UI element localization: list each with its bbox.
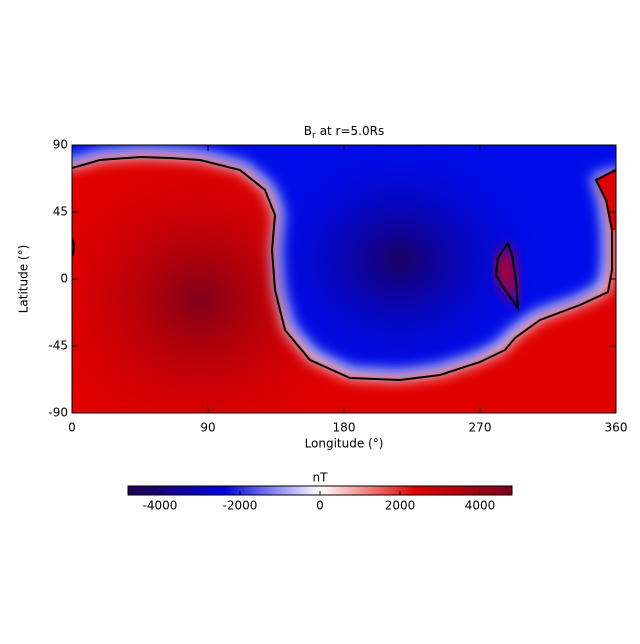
x-tick-label: 360 <box>605 421 628 435</box>
colorbar-label: nT <box>313 471 329 485</box>
x-tick-label: 270 <box>469 421 492 435</box>
colorbar-tick-label: 2000 <box>385 499 416 513</box>
y-tick-label: 45 <box>53 205 68 219</box>
y-tick-label: -90 <box>48 406 68 420</box>
x-tick-label: 180 <box>333 421 356 435</box>
x-axis-label: Longitude (°) <box>305 437 384 451</box>
y-axis-label: Latitude (°) <box>17 245 31 314</box>
chart-title: Br at r=5.0Rs <box>304 124 384 141</box>
title-subscript: r <box>312 131 316 141</box>
y-tick-label: 0 <box>60 272 68 286</box>
colorbar-tick-label: 4000 <box>465 499 496 513</box>
colorbar-tick-label: 0 <box>316 499 324 513</box>
y-tick-label: 90 <box>53 138 68 152</box>
colorbar-tick-label: -2000 <box>223 499 258 513</box>
title-rest: at r=5.0Rs <box>320 124 385 138</box>
x-tick-label: 0 <box>68 421 76 435</box>
y-tick-label: -45 <box>48 339 68 353</box>
field-map <box>72 145 616 413</box>
title-main: B <box>304 124 312 138</box>
x-tick-label: 90 <box>200 421 215 435</box>
colorbar-tick-label: -4000 <box>143 499 178 513</box>
